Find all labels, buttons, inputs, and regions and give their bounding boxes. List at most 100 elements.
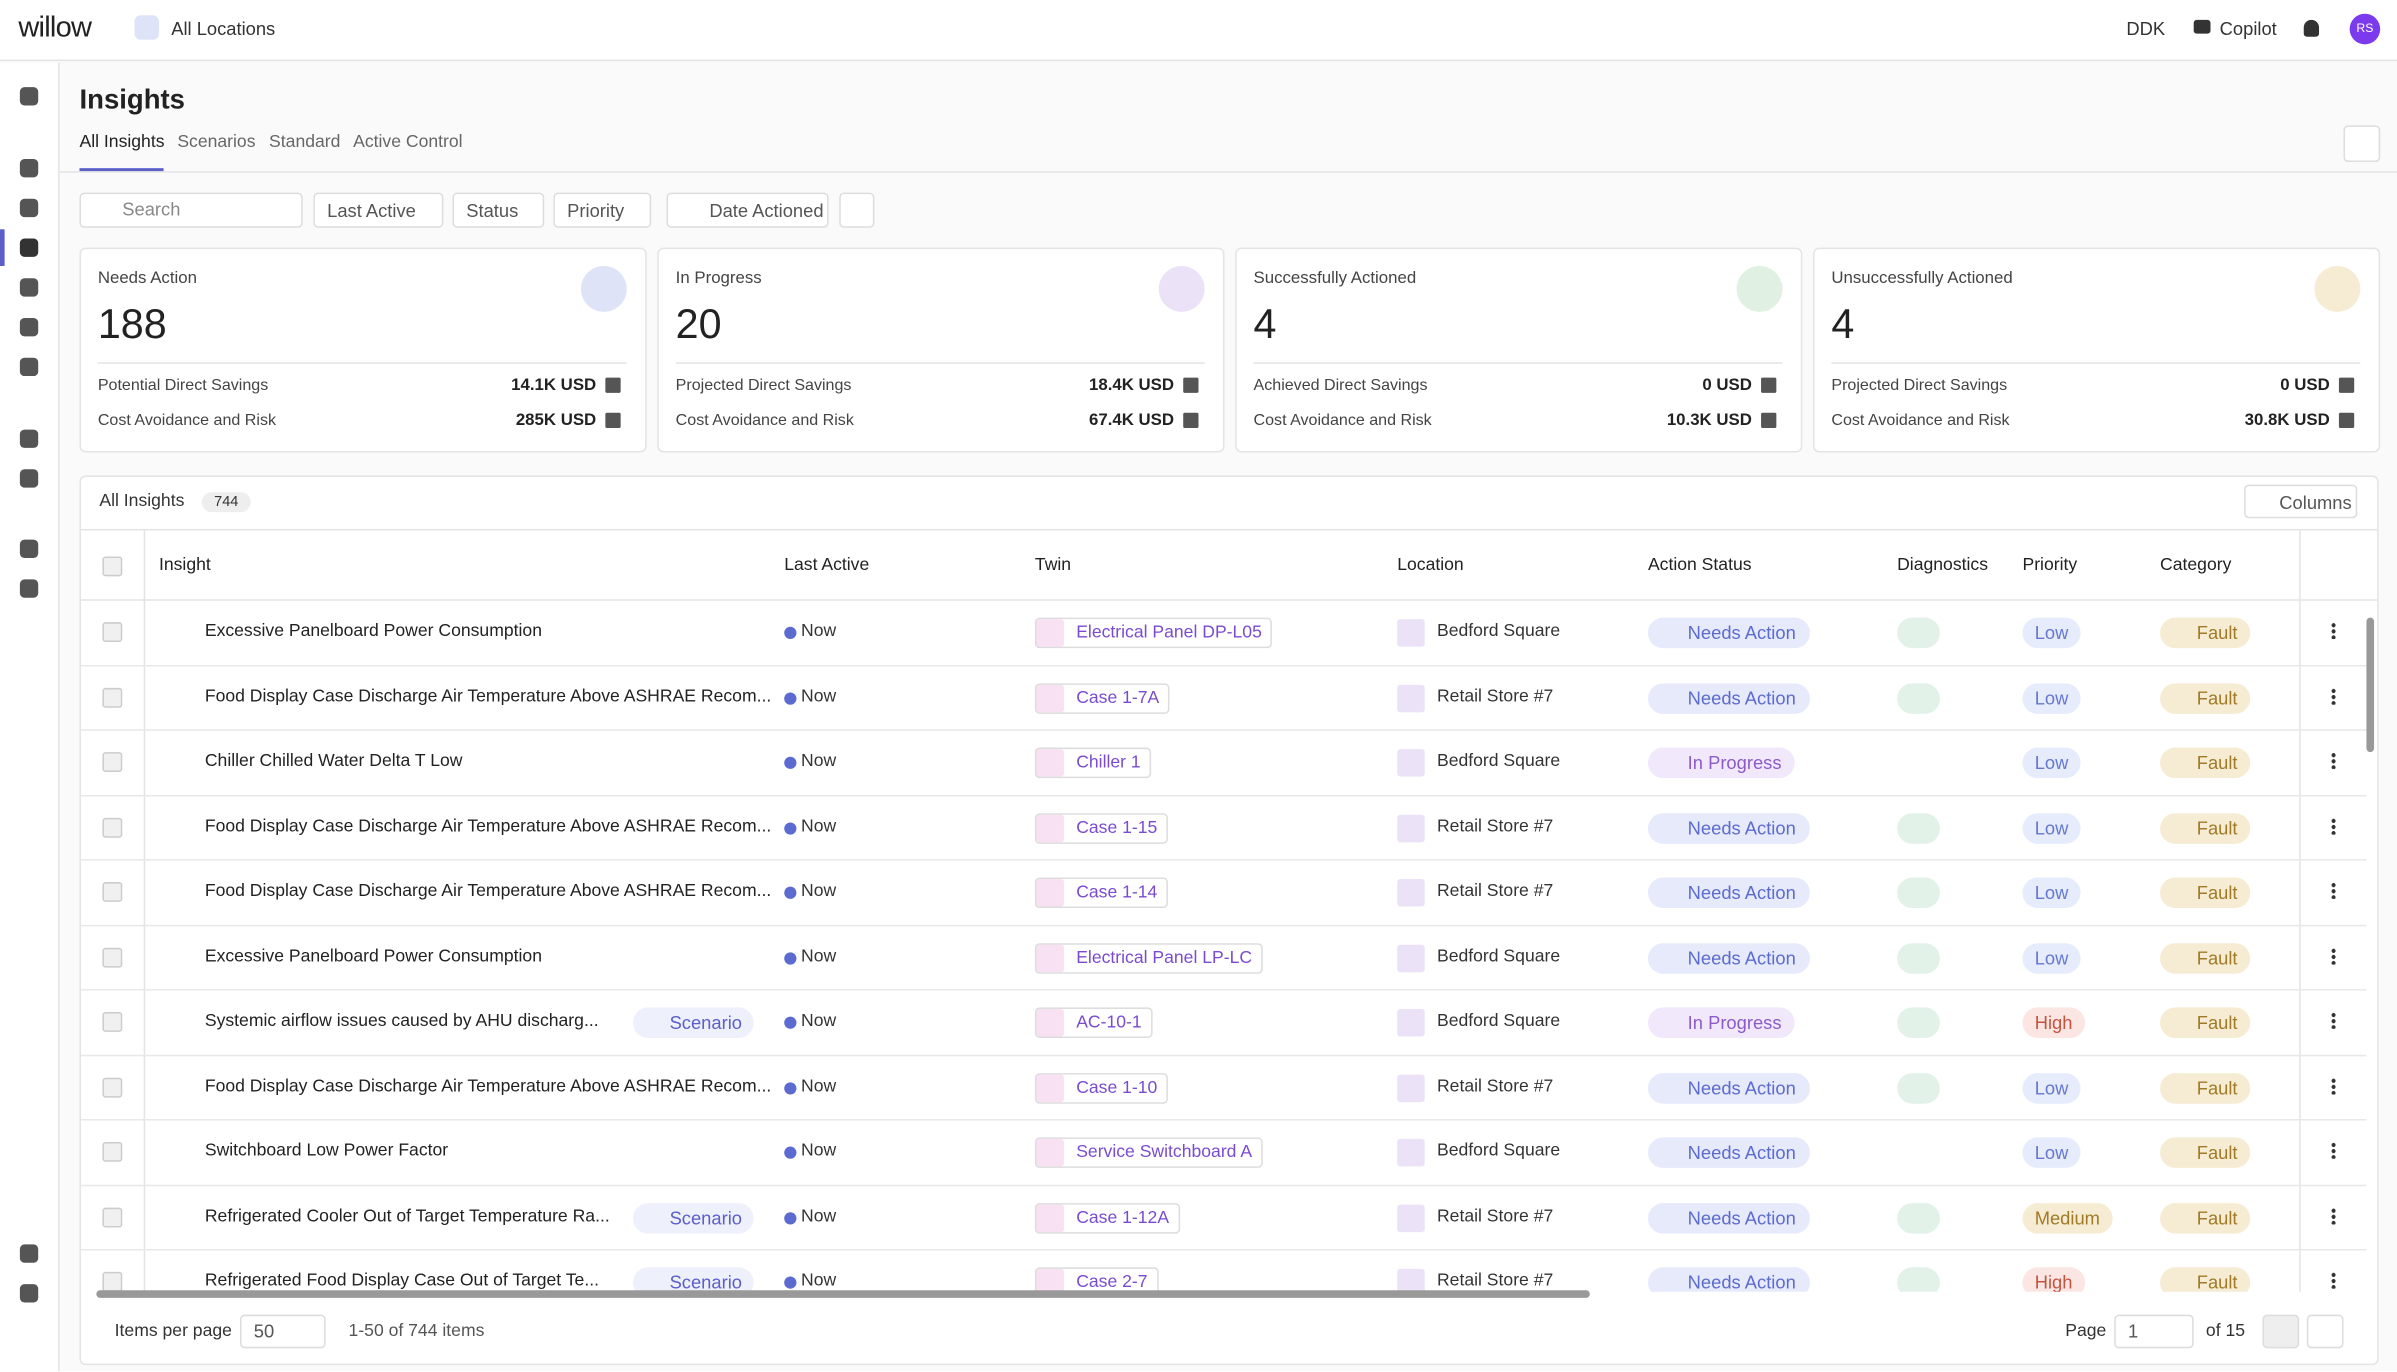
row-checkbox[interactable]	[102, 1076, 123, 1097]
prev-page[interactable]	[2262, 1314, 2300, 1349]
row-menu[interactable]	[2331, 817, 2336, 834]
insight-name[interactable]: Food Display Case Discharge Air Temperat…	[204, 1076, 772, 1096]
nav-icon[interactable]	[19, 278, 39, 297]
chart-icon[interactable]	[2338, 412, 2355, 429]
nav-icon[interactable]	[19, 539, 39, 558]
row-checkbox[interactable]	[102, 882, 123, 902]
chart-icon[interactable]	[1761, 412, 1777, 429]
row-checkbox[interactable]	[102, 1011, 123, 1032]
diagnostics-icon[interactable]	[1897, 1072, 1940, 1103]
tab[interactable]: Standard	[269, 132, 341, 152]
columns-button[interactable]: Columns	[2244, 484, 2358, 519]
row-menu[interactable]	[2331, 622, 2336, 639]
nav-icon[interactable]	[19, 1244, 39, 1263]
settings-button[interactable]	[2343, 125, 2381, 163]
column-header[interactable]: Priority	[2022, 556, 2078, 575]
twin-chip[interactable]: Electrical Panel LP-LC	[1034, 942, 1263, 974]
twin-chip[interactable]: Electrical Panel DP-L05	[1034, 617, 1273, 649]
row-menu[interactable]	[2331, 1011, 2336, 1029]
insight-name[interactable]: Food Display Case Discharge Air Temperat…	[204, 687, 772, 706]
copilot[interactable]: Copilot	[2219, 18, 2277, 40]
tab[interactable]: Active Control	[353, 132, 463, 152]
diagnostics-icon[interactable]	[1897, 1202, 1940, 1233]
nav-icon[interactable]	[19, 87, 39, 106]
tab[interactable]: All Insights	[79, 132, 165, 152]
chart-icon[interactable]	[1183, 412, 1199, 429]
filter-button[interactable]	[839, 192, 875, 228]
row-menu[interactable]	[2331, 752, 2336, 769]
column-header[interactable]: Insight	[158, 556, 211, 575]
row-checkbox[interactable]	[102, 687, 123, 708]
insight-name[interactable]: Excessive Panelboard Power Consumption	[204, 622, 542, 641]
row-menu[interactable]	[2331, 687, 2336, 704]
chart-icon[interactable]	[605, 412, 621, 429]
diagnostics-icon[interactable]	[1897, 877, 1940, 909]
search[interactable]: Search	[79, 192, 303, 228]
filter-dropdown[interactable]: Status	[452, 192, 545, 228]
row-menu[interactable]	[2331, 1141, 2336, 1159]
insight-name[interactable]: Chiller Chilled Water Delta T Low	[204, 752, 463, 771]
chart-icon[interactable]	[1761, 377, 1777, 393]
chart-icon[interactable]	[605, 377, 621, 393]
insight-name[interactable]: Refrigerated Cooler Out of Target Temper…	[204, 1206, 610, 1226]
row-menu[interactable]	[2331, 1076, 2336, 1094]
row-checkbox[interactable]	[102, 947, 123, 967]
column-header[interactable]: Action Status	[1647, 556, 1752, 575]
row-menu[interactable]	[2331, 1206, 2336, 1224]
insight-name[interactable]: Switchboard Low Power Factor	[204, 1141, 449, 1161]
diagnostics-icon[interactable]	[1897, 1267, 1940, 1292]
tab[interactable]: Scenarios	[177, 132, 256, 152]
nav-icon[interactable]	[19, 198, 39, 218]
diagnostics-icon[interactable]	[1897, 617, 1940, 649]
last-active: Now	[801, 1206, 837, 1226]
row-checkbox[interactable]	[102, 817, 123, 837]
nav-icon[interactable]	[19, 429, 39, 448]
row-checkbox[interactable]	[102, 752, 123, 772]
scenario-tag: Scenario	[632, 1267, 755, 1292]
nav-icon[interactable]	[19, 469, 39, 488]
nav-icon[interactable]	[19, 357, 39, 377]
row-checkbox[interactable]	[102, 1271, 123, 1292]
insight-name[interactable]: Refrigerated Food Display Case Out of Ta…	[204, 1271, 599, 1291]
location-icon	[1397, 749, 1425, 777]
row-checkbox[interactable]	[102, 622, 123, 643]
column-header[interactable]: Last Active	[784, 556, 870, 575]
row-checkbox[interactable]	[102, 1141, 123, 1162]
nav-icon[interactable]	[19, 579, 39, 598]
column-header[interactable]: Diagnostics	[1897, 556, 1989, 575]
header-checkbox[interactable]	[102, 556, 123, 577]
insight-name[interactable]: Food Display Case Discharge Air Temperat…	[204, 882, 772, 901]
column-header[interactable]: Category	[2160, 556, 2232, 575]
row-checkbox[interactable]	[102, 1206, 123, 1227]
column-header[interactable]: Location	[1397, 556, 1464, 575]
filter-dropdown[interactable]: Last Active	[313, 192, 444, 228]
diagnostics-icon[interactable]	[1897, 682, 1940, 714]
nav-icon[interactable]	[19, 1284, 39, 1303]
location-select[interactable]: All Locations	[171, 18, 276, 40]
date-filter[interactable]: Date Actioned	[666, 192, 829, 228]
row-menu[interactable]	[2331, 882, 2336, 899]
row-menu[interactable]	[2331, 947, 2336, 964]
nav-icon[interactable]	[19, 317, 39, 337]
per-page-select[interactable]: 50	[240, 1314, 326, 1349]
chart-icon[interactable]	[2338, 377, 2355, 393]
card-icon	[1158, 265, 1205, 312]
nav-icon[interactable]	[19, 238, 39, 257]
chart-icon[interactable]	[1183, 377, 1199, 393]
insight-name[interactable]: Systemic airflow issues caused by AHU di…	[204, 1011, 599, 1031]
insight-name[interactable]: Excessive Panelboard Power Consumption	[204, 947, 542, 966]
page-input[interactable]: 1	[2114, 1314, 2194, 1349]
insight-name[interactable]: Food Display Case Discharge Air Temperat…	[204, 817, 772, 836]
row-menu[interactable]	[2331, 1271, 2336, 1289]
twin-chip[interactable]: Service Switchboard A	[1034, 1137, 1263, 1168]
twin-chip[interactable]: Case 1-15	[1034, 812, 1169, 844]
next-page[interactable]	[2306, 1314, 2344, 1349]
diagnostics-icon[interactable]	[1897, 942, 1940, 974]
nav-icon[interactable]	[19, 158, 39, 178]
site[interactable]: DDK	[2126, 18, 2166, 40]
diagnostics-icon[interactable]	[1897, 1007, 1940, 1038]
column-header[interactable]: Twin	[1034, 556, 1072, 575]
avatar[interactable]: RS	[2349, 13, 2381, 45]
diagnostics-icon[interactable]	[1897, 812, 1940, 844]
filter-dropdown[interactable]: Priority	[553, 192, 652, 228]
